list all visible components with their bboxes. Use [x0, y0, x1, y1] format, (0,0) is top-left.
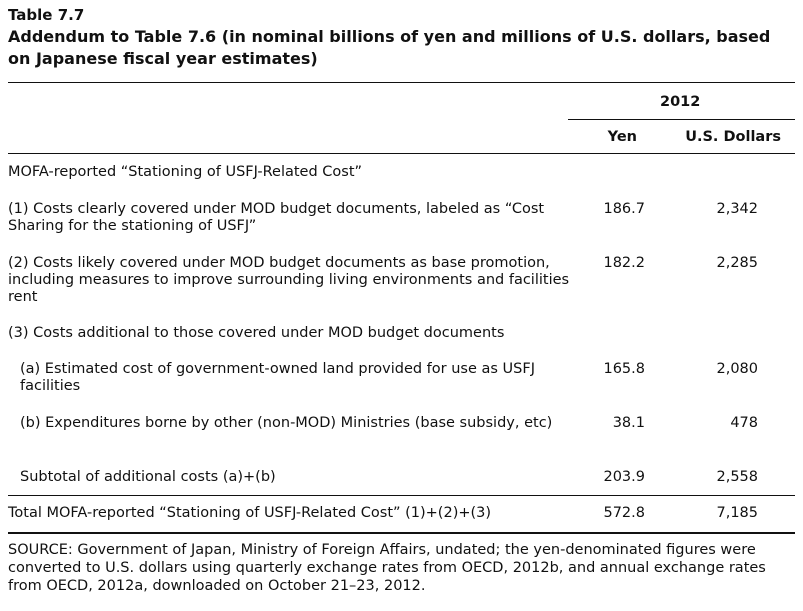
source-note: SOURCE: Government of Japan, Ministry of…	[8, 542, 766, 594]
subtotal-usd: 2,558	[716, 469, 758, 485]
subtotal-yen: 203.9	[603, 469, 645, 485]
row-a-yen: 165.8	[603, 361, 645, 377]
year-header: 2012	[660, 94, 701, 110]
row-b-yen: 38.1	[612, 415, 645, 431]
bottom-rule	[8, 532, 795, 534]
total-usd: 7,185	[716, 505, 758, 521]
row-1-yen: 186.7	[603, 201, 645, 217]
row-a-label: (a) Estimated cost of government-owned l…	[20, 361, 535, 394]
total-rule	[8, 495, 795, 496]
table-label: Table 7.7	[8, 6, 85, 24]
row-b-usd: 478	[730, 415, 758, 431]
row-b-label: (b) Expenditures borne by other (non-MOD…	[20, 415, 553, 431]
table-title: Addendum to Table 7.6 (in nominal billio…	[8, 27, 771, 68]
row-2-yen: 182.2	[603, 255, 645, 271]
header-rule	[8, 153, 795, 154]
row-1-label: (1) Costs clearly covered under MOD budg…	[8, 201, 545, 234]
row-2-usd: 2,285	[716, 255, 758, 271]
total-label: Total MOFA-reported “Stationing of USFJ-…	[8, 505, 492, 521]
row-a-usd: 2,080	[716, 361, 758, 377]
section-heading: MOFA-reported “Stationing of USFJ-Relate…	[8, 164, 363, 180]
row-1-usd: 2,342	[716, 201, 758, 217]
total-yen: 572.8	[603, 505, 645, 521]
year-underline	[568, 119, 795, 120]
row-3-label: (3) Costs additional to those covered un…	[8, 325, 505, 341]
col-header-yen: Yen	[607, 129, 637, 145]
col-header-usd: U.S. Dollars	[685, 129, 781, 145]
row-2-label: (2) Costs likely covered under MOD budge…	[8, 255, 570, 305]
top-rule	[8, 82, 795, 83]
subtotal-label: Subtotal of additional costs (a)+(b)	[20, 469, 276, 485]
